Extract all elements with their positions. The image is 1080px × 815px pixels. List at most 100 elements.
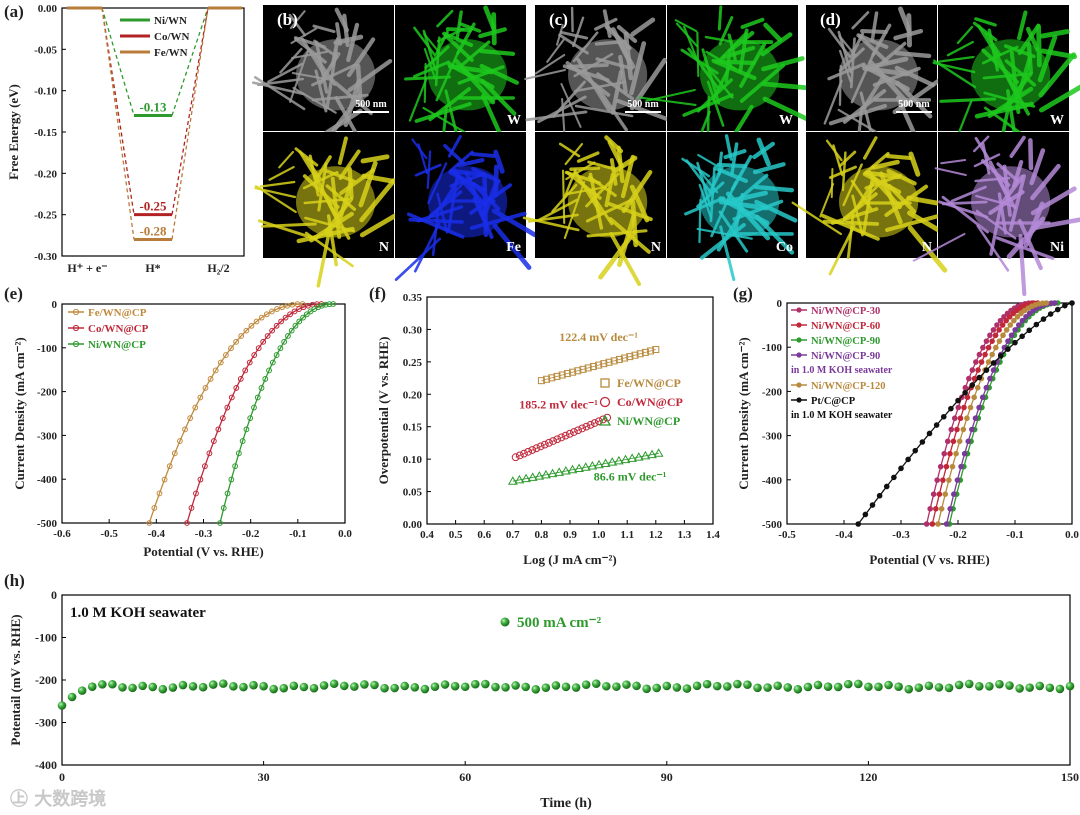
e-series-point <box>233 338 240 345</box>
g-series-point <box>944 438 951 445</box>
a-dash-left <box>101 7 135 116</box>
micrograph-spike <box>933 59 977 89</box>
micrograph-spike <box>534 53 566 75</box>
micrograph-spike <box>443 143 466 165</box>
g-series-point <box>983 384 990 391</box>
micrograph-element-label: Ni <box>1050 240 1064 255</box>
e-series-point <box>296 306 302 312</box>
micrograph-spike <box>524 68 566 80</box>
micrograph-spike <box>609 232 642 286</box>
g-xtick-label: -0.5 <box>778 529 796 541</box>
h-point <box>218 679 228 688</box>
e-series-point <box>300 314 306 321</box>
f-fit-line <box>512 452 659 482</box>
e-series-point <box>264 333 271 339</box>
h-point <box>289 681 299 691</box>
micrograph-blob <box>971 39 1051 111</box>
micrograph-spike <box>718 16 734 46</box>
g-series-point <box>960 426 967 433</box>
h-point <box>481 679 490 689</box>
micrograph-spike <box>492 223 532 270</box>
g-series-point <box>1003 317 1009 324</box>
h-xtick-label: 60 <box>459 770 471 784</box>
h-point <box>571 683 581 692</box>
chart-g-frame <box>786 302 1073 525</box>
g-series-point <box>951 491 957 497</box>
e-series-point <box>193 490 199 497</box>
panel-label-e: (e) <box>4 284 23 303</box>
h-point <box>914 683 924 692</box>
f-point <box>574 426 582 435</box>
h-point <box>279 683 289 693</box>
micrograph-spike <box>574 104 634 118</box>
micrograph-spike <box>827 27 852 59</box>
micrograph-spike <box>254 76 306 111</box>
g-series-point <box>941 450 948 457</box>
micrograph-blob <box>428 166 508 238</box>
g-series-point <box>985 344 992 351</box>
e-series-point <box>254 394 261 401</box>
h-point <box>894 682 903 691</box>
h-point <box>460 682 470 692</box>
e-series-point <box>224 404 231 411</box>
g-series-point <box>935 521 941 527</box>
g-series-point <box>983 367 990 373</box>
micrograph-spike <box>279 47 303 74</box>
h-point <box>561 682 571 692</box>
h-point <box>390 683 399 693</box>
micrograph-element-label: N <box>922 240 932 255</box>
h-point <box>400 681 410 691</box>
h-point <box>743 680 752 689</box>
f-ytick-label: 0.10 <box>403 454 423 466</box>
g-xtick-label: -0.1 <box>1006 529 1023 541</box>
e-series-point <box>235 450 242 457</box>
g-series-point <box>919 439 926 445</box>
h-point <box>803 682 813 692</box>
f-tafel-label: 86.6 mV dec⁻¹ <box>594 470 667 484</box>
e-series-point <box>220 505 227 511</box>
g-series-point <box>1006 313 1013 320</box>
g-series-point <box>943 521 950 527</box>
h-legend-label: 500 mA cm⁻² <box>517 615 602 631</box>
h-ytick-label: -100 <box>35 631 57 645</box>
micrograph-spike <box>413 222 441 273</box>
e-series-point <box>217 359 224 366</box>
micrograph-spike <box>717 5 723 31</box>
a-ylabel: Free Energy (eV) <box>6 84 21 180</box>
g-series-point <box>996 338 1003 344</box>
g-series-point <box>1012 327 1018 333</box>
micrograph-spike <box>829 165 857 180</box>
micrograph-blob <box>296 166 376 238</box>
h-point <box>1055 684 1065 694</box>
f-point <box>605 358 613 366</box>
g-series-point <box>929 521 936 527</box>
micrograph-spike <box>716 162 748 169</box>
f-point <box>520 449 528 458</box>
micrograph-spike <box>1031 217 1080 231</box>
panel-label-h: (h) <box>4 571 25 590</box>
g-series-point <box>938 506 945 512</box>
micrograph-blob <box>568 39 648 111</box>
g-ytick-label: -200 <box>762 386 783 398</box>
e-series-point <box>282 314 289 321</box>
e-series-point <box>285 333 291 339</box>
f-point <box>626 353 634 361</box>
g-xtick-label: -0.4 <box>835 529 853 541</box>
g-legend-label: Ni/WN@CP-30 <box>811 306 880 317</box>
micrograph-spike <box>630 17 656 37</box>
g-legend-marker <box>796 337 802 343</box>
f-point <box>524 447 533 456</box>
e-series-point <box>284 302 291 309</box>
panel-label-g: (g) <box>733 284 753 303</box>
f-point <box>548 374 556 382</box>
h-point <box>198 682 208 692</box>
f-ytick-label: 0.00 <box>403 519 423 531</box>
micrograph-spike <box>912 232 966 262</box>
micrograph-element-label: N <box>379 240 389 255</box>
h-point <box>370 680 379 690</box>
e-series-point <box>291 308 298 315</box>
h-point <box>823 682 833 691</box>
f-point <box>557 433 566 442</box>
a-ytick-label: -0.10 <box>34 86 57 98</box>
e-series-point <box>262 376 269 382</box>
